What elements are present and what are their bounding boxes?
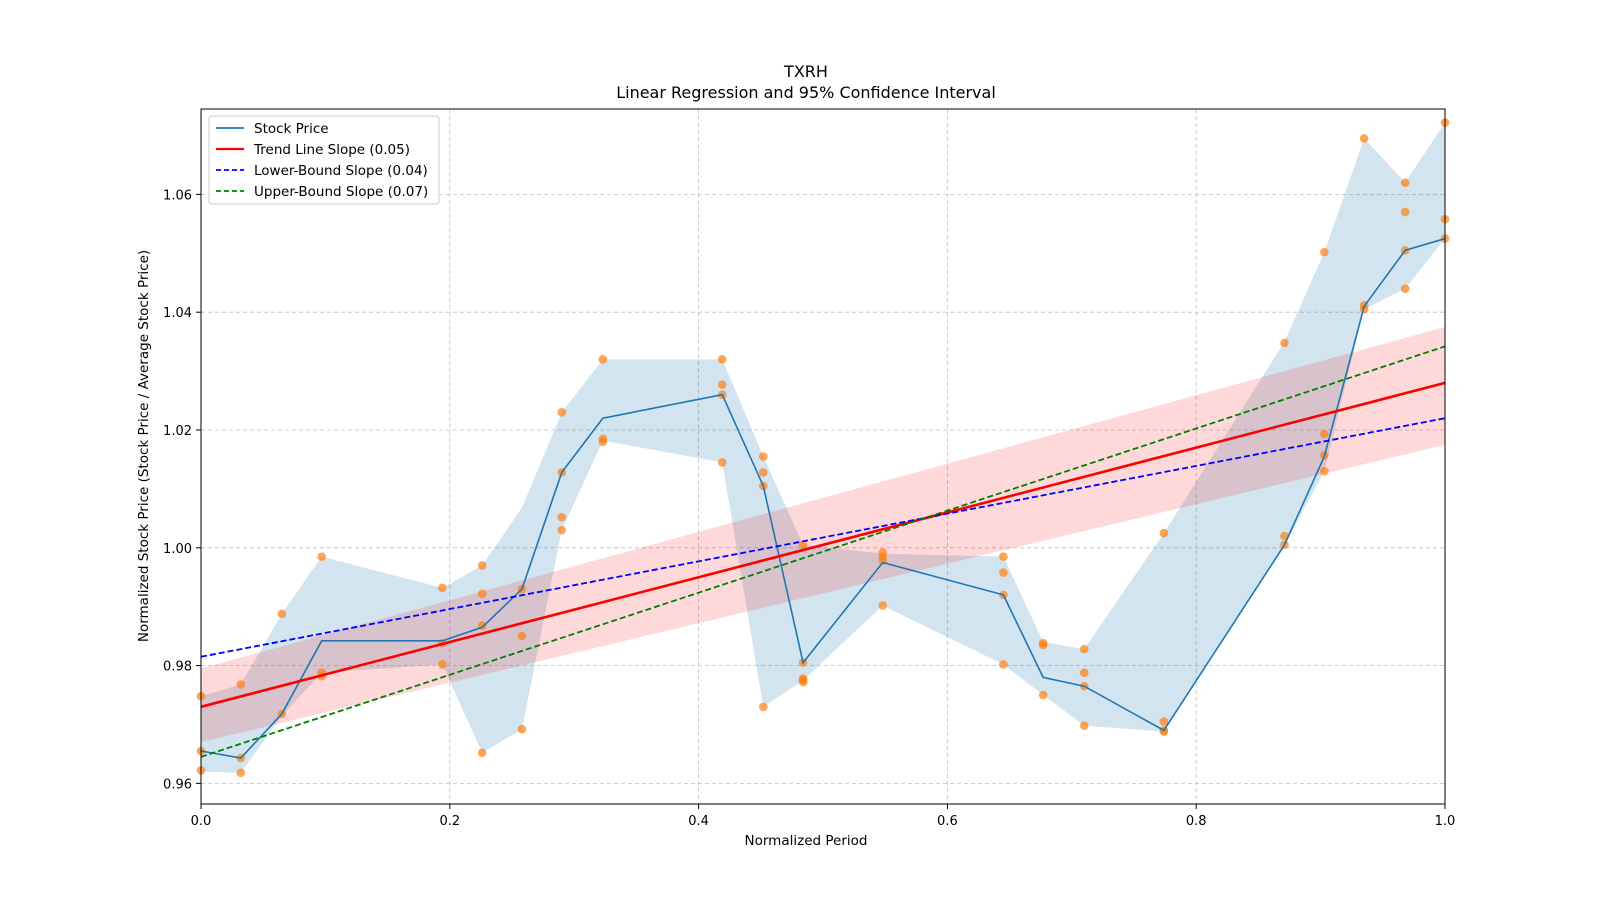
scatter-point [1320,429,1329,439]
y-axis-label: Normalized Stock Price (Stock Price / Av… [136,250,152,642]
scatter-point [758,452,768,461]
legend-label: Upper-Bound Slope (0.07) [254,184,428,200]
x-tick-label: 0.4 [688,814,709,829]
chart-subtitle: Linear Regression and 95% Confidence Int… [616,83,996,102]
scatter-point [557,408,567,417]
scatter-point [1359,134,1369,143]
y-tick-label: 1.04 [163,306,192,321]
scatter-point [758,702,768,712]
legend: Stock Price Trend Line Slope (0.05) Lower-… [208,115,440,205]
scatter-point [717,355,727,364]
scatter-point [557,525,567,535]
y-tick-label: 1.00 [163,542,192,557]
chart-title: TXRH [783,62,828,81]
scatter-point [1038,690,1048,700]
upper-bound-line [200,345,1446,758]
scatter-point [1079,721,1089,730]
trend-line [200,381,1446,709]
scatter-point [438,583,447,593]
scatter-point [798,677,808,687]
y-tick-label: 0.96 [163,777,192,792]
scatter-point [1079,668,1089,677]
lower-bound-line [200,417,1446,658]
plot-area: 0.0 0.2 0.4 0.6 0.8 1.0 0.96 0.98 1.00 1.02 1.04 1.… [163,108,1456,829]
x-tick-label: 0.8 [1186,814,1207,829]
scatter-point [1320,466,1329,476]
scatter-point [1400,178,1410,187]
scatter-point [557,512,567,522]
trend-confidence-band [201,326,1445,743]
scatter-point [878,601,888,610]
scatter-point [758,468,768,477]
scatter-point [999,568,1008,577]
scatter-point [477,748,487,758]
x-tick-label: 0.0 [191,814,212,829]
x-tick-label: 0.2 [439,814,460,829]
stock-price-line [200,237,1446,759]
scatter-point [1159,528,1169,538]
scatter-point [1038,640,1048,650]
legend-label: Stock Price [254,121,329,137]
scatter-point [798,540,808,550]
scatter-point [1400,207,1410,217]
scatter-point [1159,717,1169,726]
plot-frame [200,108,1446,805]
y-tick-label: 1.02 [163,424,192,439]
scatter-point [517,724,527,734]
x-tick-label: 1.0 [1435,814,1456,829]
stock-price-band [201,122,1445,773]
scatter-point [477,589,487,599]
scatter-point [317,552,326,561]
scatter-point [1320,247,1329,257]
scatter-point [717,458,727,467]
scatter-point [236,680,246,689]
scatter-point [999,660,1008,669]
legend-label: Lower-Bound Slope (0.04) [254,163,428,179]
x-axis-label: Normalized Period [745,833,868,849]
scatter-point [517,631,527,641]
y-tick-label: 1.06 [163,188,192,203]
scatter-point [438,660,447,669]
x-tick-label: 0.6 [937,814,958,829]
legend-box [208,115,440,205]
scatter-point [1079,644,1089,654]
scatter-point [236,768,246,778]
legend-label: Trend Line Slope (0.05) [253,142,410,158]
scatter-point [277,609,287,619]
scatter-point [1400,284,1410,293]
y-tick-label: 0.98 [163,660,192,675]
scatter-point [598,437,608,447]
scatter-point [999,552,1008,561]
scatter-point [477,561,487,570]
scatter-point [717,380,727,389]
scatter-point [1280,338,1289,348]
scatter-point [598,355,608,364]
